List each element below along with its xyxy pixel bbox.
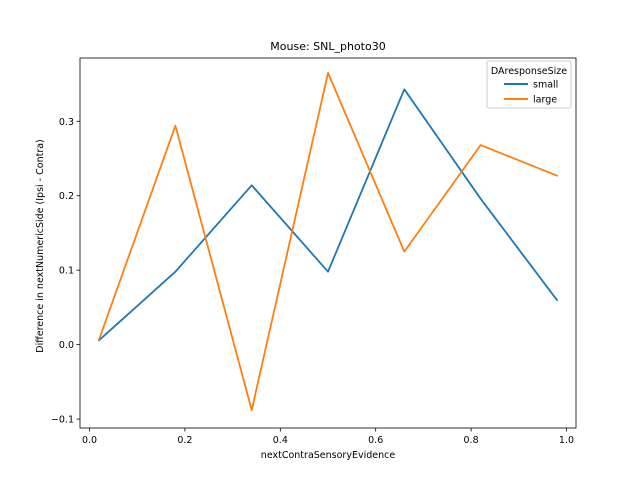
data-point-large (327, 72, 329, 74)
data-point-small (480, 198, 482, 200)
plot-area (79, 57, 577, 429)
chart-title: Mouse: SNL_photo30 (270, 40, 385, 53)
x-tick-label: 0.6 (368, 435, 383, 446)
data-point-large (174, 125, 176, 127)
x-tick-label: 0.4 (273, 435, 288, 446)
series-layer (97, 72, 559, 412)
x-tick-label: 0.0 (82, 435, 97, 446)
y-tick-label: 0.3 (59, 117, 74, 128)
data-point-small (174, 271, 176, 273)
y-tick-label: 0.2 (59, 191, 74, 202)
legend: DAresponseSize small large (486, 60, 572, 109)
data-point-small (251, 184, 253, 186)
data-point-small (403, 88, 405, 90)
x-tick-label: 0.2 (177, 435, 192, 446)
data-point-large (98, 339, 100, 341)
legend-label-small: small (533, 80, 558, 91)
x-tick-label: 1.0 (559, 435, 574, 446)
series-line-small (97, 88, 559, 342)
x-axis: 0.0 0.2 0.4 0.6 0.8 1.0 (82, 428, 574, 446)
y-tick-label: 0.0 (59, 340, 74, 351)
y-tick-label: 0.1 (59, 266, 74, 277)
y-tick-label: −0.1 (51, 415, 74, 426)
data-point-large (480, 144, 482, 146)
data-point-large (251, 409, 253, 411)
x-tick-label: 0.8 (464, 435, 479, 446)
data-point-large (556, 175, 558, 177)
data-point-small (556, 299, 558, 301)
data-point-small (327, 271, 329, 273)
data-point-large (403, 251, 405, 253)
y-axis: −0.1 0.0 0.1 0.2 0.3 (51, 117, 80, 426)
x-axis-label: nextContraSensoryEvidence (261, 450, 396, 461)
legend-box (486, 60, 572, 109)
legend-title: DAresponseSize (491, 66, 567, 77)
axes-frame (79, 57, 577, 429)
legend-label-large: large (533, 95, 557, 106)
series-line-large (97, 72, 559, 412)
y-axis-label: Difference in nextNumericSide (Ipsi - Co… (35, 139, 46, 353)
